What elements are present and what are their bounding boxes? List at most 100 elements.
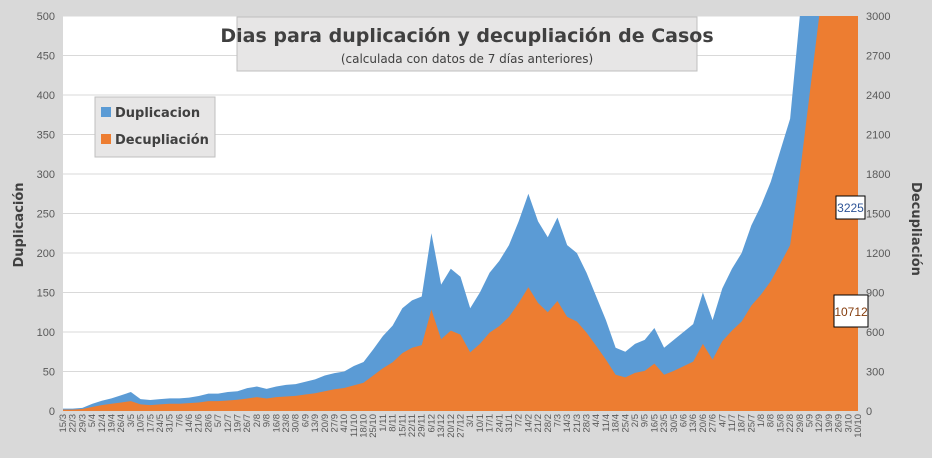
- legend-swatch-decupliacion: [101, 134, 111, 144]
- x-tick-label: 17/1: [485, 414, 496, 433]
- x-tick-label: 15/11: [397, 414, 408, 437]
- x-tick-label: 19/9: [824, 414, 835, 433]
- x-tick-label: 13/9: [310, 414, 321, 433]
- x-tick-label: 28/3: [582, 414, 593, 433]
- right-y-tick-label: 900: [866, 288, 884, 300]
- x-tick-label: 6/12: [426, 414, 437, 433]
- callout-box-duplicacion: [835, 195, 866, 220]
- x-tick-label: 21/2: [533, 414, 544, 433]
- x-tick-label: 8/8: [766, 414, 777, 427]
- x-tick-label: 9/5: [640, 414, 651, 427]
- chart-subtitle: (calculada con datos de 7 días anteriore…: [341, 52, 593, 66]
- x-tick-label: 15/8: [775, 414, 786, 433]
- x-tick-label: 30/8: [291, 414, 302, 433]
- x-tick-label: 26/9: [834, 414, 845, 433]
- x-tick-label: 5/4: [87, 414, 98, 427]
- x-tick-label: 7/6: [174, 414, 185, 427]
- x-tick-label: 28/2: [543, 414, 554, 433]
- callout-box-decupliacion: [833, 294, 869, 328]
- x-tick-label: 31/5: [165, 414, 176, 433]
- right-y-tick-label: 2700: [866, 51, 890, 63]
- decupliacion-area: [63, 16, 858, 411]
- x-tick-label: 27/9: [329, 414, 340, 433]
- x-tick-label: 12/4: [97, 414, 108, 433]
- x-tick-label: 1/8: [756, 414, 767, 427]
- x-tick-label: 11/7: [727, 414, 738, 432]
- x-tick-label: 23/8: [281, 414, 292, 433]
- x-tick-label: 10/1: [475, 414, 486, 433]
- callout-value-duplicacion: 3225: [837, 201, 864, 215]
- x-tick-label: 14/3: [562, 414, 573, 433]
- x-tick-label: 18/10: [359, 414, 370, 438]
- left-y-tick-label: 500: [37, 11, 55, 23]
- x-tick-label: 2/8: [252, 414, 263, 427]
- x-tick-label: 11/10: [349, 414, 360, 437]
- x-tick-label: 2/5: [630, 414, 641, 427]
- x-tick-label: 21/6: [194, 414, 205, 433]
- decupliacion-area-group: [63, 16, 858, 411]
- left-axis-title: Duplicación: [12, 182, 27, 267]
- x-tick-label: 12/9: [814, 414, 825, 433]
- x-tick-label: 4/7: [717, 414, 728, 427]
- right-y-tick-label: 2400: [866, 90, 890, 102]
- callout-decupliacion: 10712: [833, 294, 869, 328]
- x-tick-label: 4/10: [339, 414, 350, 433]
- x-tick-label: 29/8: [795, 414, 806, 433]
- left-y-tick-label: 0: [49, 406, 55, 418]
- chart-title-box: Dias para duplicación y decupliación de …: [220, 16, 714, 72]
- left-y-tick-label: 50: [43, 367, 55, 379]
- right-y-tick-label: 300: [866, 367, 884, 379]
- legend-label-decupliacion: Decupliación: [115, 133, 209, 148]
- x-tick-label: 18/7: [737, 414, 748, 433]
- callout-value-decupliacion: 10712: [834, 305, 868, 319]
- x-tick-label: 21/3: [572, 414, 583, 433]
- x-tick-label: 18/4: [611, 414, 622, 433]
- x-tick-label: 9/8: [262, 414, 273, 427]
- legend-swatch-duplicacion: [101, 107, 111, 117]
- x-tick-label: 16/8: [271, 414, 282, 433]
- x-tick-label: 3/1: [465, 414, 476, 427]
- x-tick-label: 3/5: [126, 414, 137, 427]
- x-tick-label: 12/7: [223, 414, 234, 433]
- x-tick-label: 13/6: [688, 414, 699, 433]
- right-y-axis-ticks: 0 300 600 900 1200 1500 1800 2100 2400 2700 3000: [866, 11, 890, 418]
- x-tick-label: 19/4: [106, 414, 117, 433]
- x-tick-label: 29/3: [77, 414, 88, 433]
- x-tick-label: 20/9: [320, 414, 331, 433]
- x-tick-label: 20/6: [698, 414, 709, 433]
- x-tick-label: 6/9: [300, 414, 311, 427]
- x-tick-label: 22/11: [407, 414, 418, 437]
- x-tick-label: 22/3: [68, 414, 79, 433]
- x-tick-label: 6/6: [678, 414, 689, 427]
- x-tick-label: 27/6: [708, 414, 719, 433]
- x-tick-label: 25/10: [368, 414, 379, 438]
- left-y-tick-label: 450: [37, 51, 55, 63]
- chart-title: Dias para duplicación y decupliación de …: [220, 25, 713, 47]
- x-axis-ticks: 15/322/329/35/412/419/426/43/510/517/524…: [58, 414, 864, 438]
- callout-duplicacion: 3225: [835, 195, 866, 220]
- legend-background: [94, 96, 216, 158]
- x-tick-label: 5/9: [805, 414, 816, 427]
- x-tick-label: 8/11: [388, 414, 399, 432]
- x-tick-label: 5/7: [213, 414, 224, 427]
- right-y-tick-label: 3000: [866, 11, 890, 23]
- x-tick-label: 4/4: [591, 414, 602, 427]
- x-tick-label: 29/11: [417, 414, 428, 437]
- left-y-tick-label: 300: [37, 169, 55, 181]
- x-tick-label: 24/5: [155, 414, 166, 433]
- x-tick-label: 25/7: [746, 414, 757, 433]
- x-tick-label: 25/4: [620, 414, 631, 433]
- right-y-tick-label: 1500: [866, 209, 890, 221]
- left-y-tick-label: 150: [37, 288, 55, 300]
- x-tick-label: 17/5: [145, 414, 156, 433]
- x-tick-label: 26/7: [242, 414, 253, 433]
- left-y-tick-label: 400: [37, 90, 55, 102]
- x-tick-label: 23/5: [659, 414, 670, 433]
- x-tick-label: 14/2: [523, 414, 534, 433]
- x-tick-label: 13/12: [436, 414, 447, 438]
- left-y-tick-label: 250: [37, 209, 55, 221]
- legend: Duplicacion Decupliación: [94, 96, 216, 158]
- right-y-tick-label: 0: [866, 406, 872, 418]
- right-y-tick-label: 600: [866, 327, 884, 339]
